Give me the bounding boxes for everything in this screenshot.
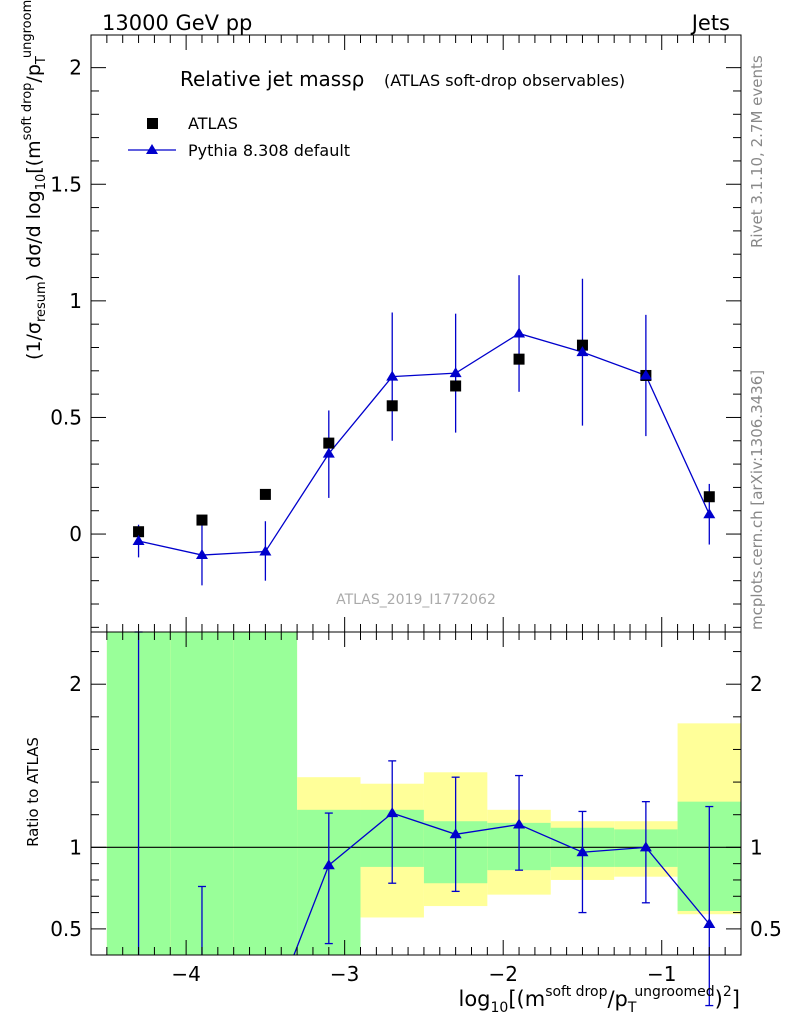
y-tick-label: 1.5 (50, 172, 82, 196)
pythia-ratio-point (449, 828, 462, 839)
pythia-point (449, 367, 462, 378)
ylabel-part-4: /p (23, 64, 45, 82)
atlas-point (133, 526, 145, 538)
pythia-ratio-line-entry (293, 865, 330, 956)
ratio-y-tick-label-right: 0.5 (750, 917, 782, 941)
ratio-y-tick-label: 2 (69, 672, 82, 696)
y-tick-label: 0 (69, 522, 82, 546)
ratio-frame (90, 631, 742, 956)
main-y-axis-label: (1/σresum) dσ/d log10[(msoft drop/pTungr… (20, 0, 49, 360)
y-tick-label: 1 (69, 289, 82, 313)
pythia-point (259, 545, 272, 556)
pythia-ratio-point (386, 807, 399, 818)
pythia-ratio-point (639, 841, 652, 852)
pythia-point (386, 370, 399, 381)
xlabel-part-5: ] (732, 987, 740, 1011)
watermark: ATLAS_2019_I1772062 (336, 592, 496, 608)
legend-atlas-marker (147, 118, 158, 129)
pythia-point (132, 535, 145, 546)
atlas-point (259, 488, 271, 500)
legend: ATLAS Pythia 8.308 default (128, 114, 350, 160)
y-tick-label: 0.5 (50, 405, 82, 429)
ylabel-sup-softdrop: soft drop (20, 83, 35, 141)
xlabel-sup-ungroomed: ungroomed (634, 984, 714, 1000)
main-x-ticks (90, 35, 726, 632)
legend-atlas-label: ATLAS (188, 114, 238, 133)
xlabel-part-3: /p (607, 987, 627, 1011)
pythia-ratio-point (513, 818, 526, 829)
xlabel-part-1: log (459, 987, 491, 1011)
header-right: Jets (690, 11, 730, 35)
ratio-y-tick-label: 0.5 (50, 917, 82, 941)
xlabel-sup-2: 2 (723, 984, 732, 1000)
main-data-marks (132, 275, 716, 586)
ratio-panel: 0.5 0.5 1 1 2 2 −4 −3 −2 −1 Ratio to ATLAS log10… (24, 631, 782, 1016)
x-axis-label: log10[(msoft drop/pTungroomed)2] (459, 984, 741, 1016)
ylabel-sub-resum: resum (34, 281, 49, 322)
atlas-point (323, 437, 335, 449)
xlabel-part-4: ) (715, 987, 723, 1011)
legend-pythia-marker (146, 144, 158, 154)
pythia-ratio-point (703, 918, 716, 929)
ratio-data-marks (91, 631, 741, 1007)
ylabel-sub-T: T (34, 56, 49, 65)
main-title: Relative jet massρ (180, 67, 364, 91)
x-tick-label: −2 (488, 962, 517, 986)
xlabel-sub-T: T (627, 1000, 637, 1016)
ratio-y-tick-label: 1 (69, 835, 82, 859)
ratio-y-axis-label: Ratio to ATLAS (24, 737, 42, 847)
x-tick-label: −1 (647, 962, 676, 986)
ylabel-part-3: [(m (23, 140, 45, 173)
atlas-point (450, 380, 462, 392)
pythia-point (195, 549, 208, 560)
x-tick-label: −3 (330, 962, 359, 986)
pythia-point (639, 369, 652, 380)
xlabel-sup-softdrop: soft drop (545, 984, 607, 1000)
main-panel: 0 0.5 1 1.5 2 Relative jet massρ (ATLAS soft… (20, 0, 742, 633)
x-tick-label: −4 (171, 962, 200, 986)
ylabel-part-2: ) dσ/d log (23, 190, 45, 281)
pythia-point (322, 447, 335, 458)
pythia-point (576, 346, 589, 357)
atlas-point (196, 514, 208, 526)
pythia-ratio-point (576, 846, 589, 857)
rivet-label: Rivet 3.1.10, 2.7M events (748, 55, 766, 248)
ratio-bands (106, 632, 741, 955)
main-y-ticks: 0 0.5 1 1.5 2 (50, 56, 741, 628)
header-left: 13000 GeV pp (102, 11, 252, 35)
ylabel-sup-ungroomed: ungroomed (20, 0, 35, 58)
y-tick-label: 2 (69, 56, 82, 80)
pythia-line (138, 332, 710, 556)
legend-pythia-label: Pythia 8.308 default (188, 141, 350, 160)
atlas-point (386, 400, 398, 412)
pythia-ratio-point (322, 859, 335, 870)
atlas-point (703, 491, 715, 503)
ratio-y-ticks: 0.5 0.5 1 1 2 2 (50, 651, 782, 941)
main-subtitle: (ATLAS soft-drop observables) (384, 71, 625, 90)
ylabel-part-1: (1/σ (23, 322, 45, 360)
ratio-y-tick-label-right: 2 (750, 672, 763, 696)
atlas-point (513, 353, 525, 365)
band-inner (233, 632, 298, 955)
xlabel-part-2: [(m (508, 987, 545, 1011)
ratio-x-ticks: −4 −3 −2 −1 (90, 632, 726, 986)
pythia-point (703, 508, 716, 519)
ratio-y-tick-label-right: 1 (750, 835, 763, 859)
xlabel-sub-10: 10 (491, 1000, 509, 1016)
pythia-point (513, 327, 526, 338)
mcplots-label: mcplots.cern.ch [arXiv:1306.3436] (748, 370, 766, 630)
atlas-point (576, 339, 588, 351)
ylabel-sub-10: 10 (34, 174, 49, 191)
